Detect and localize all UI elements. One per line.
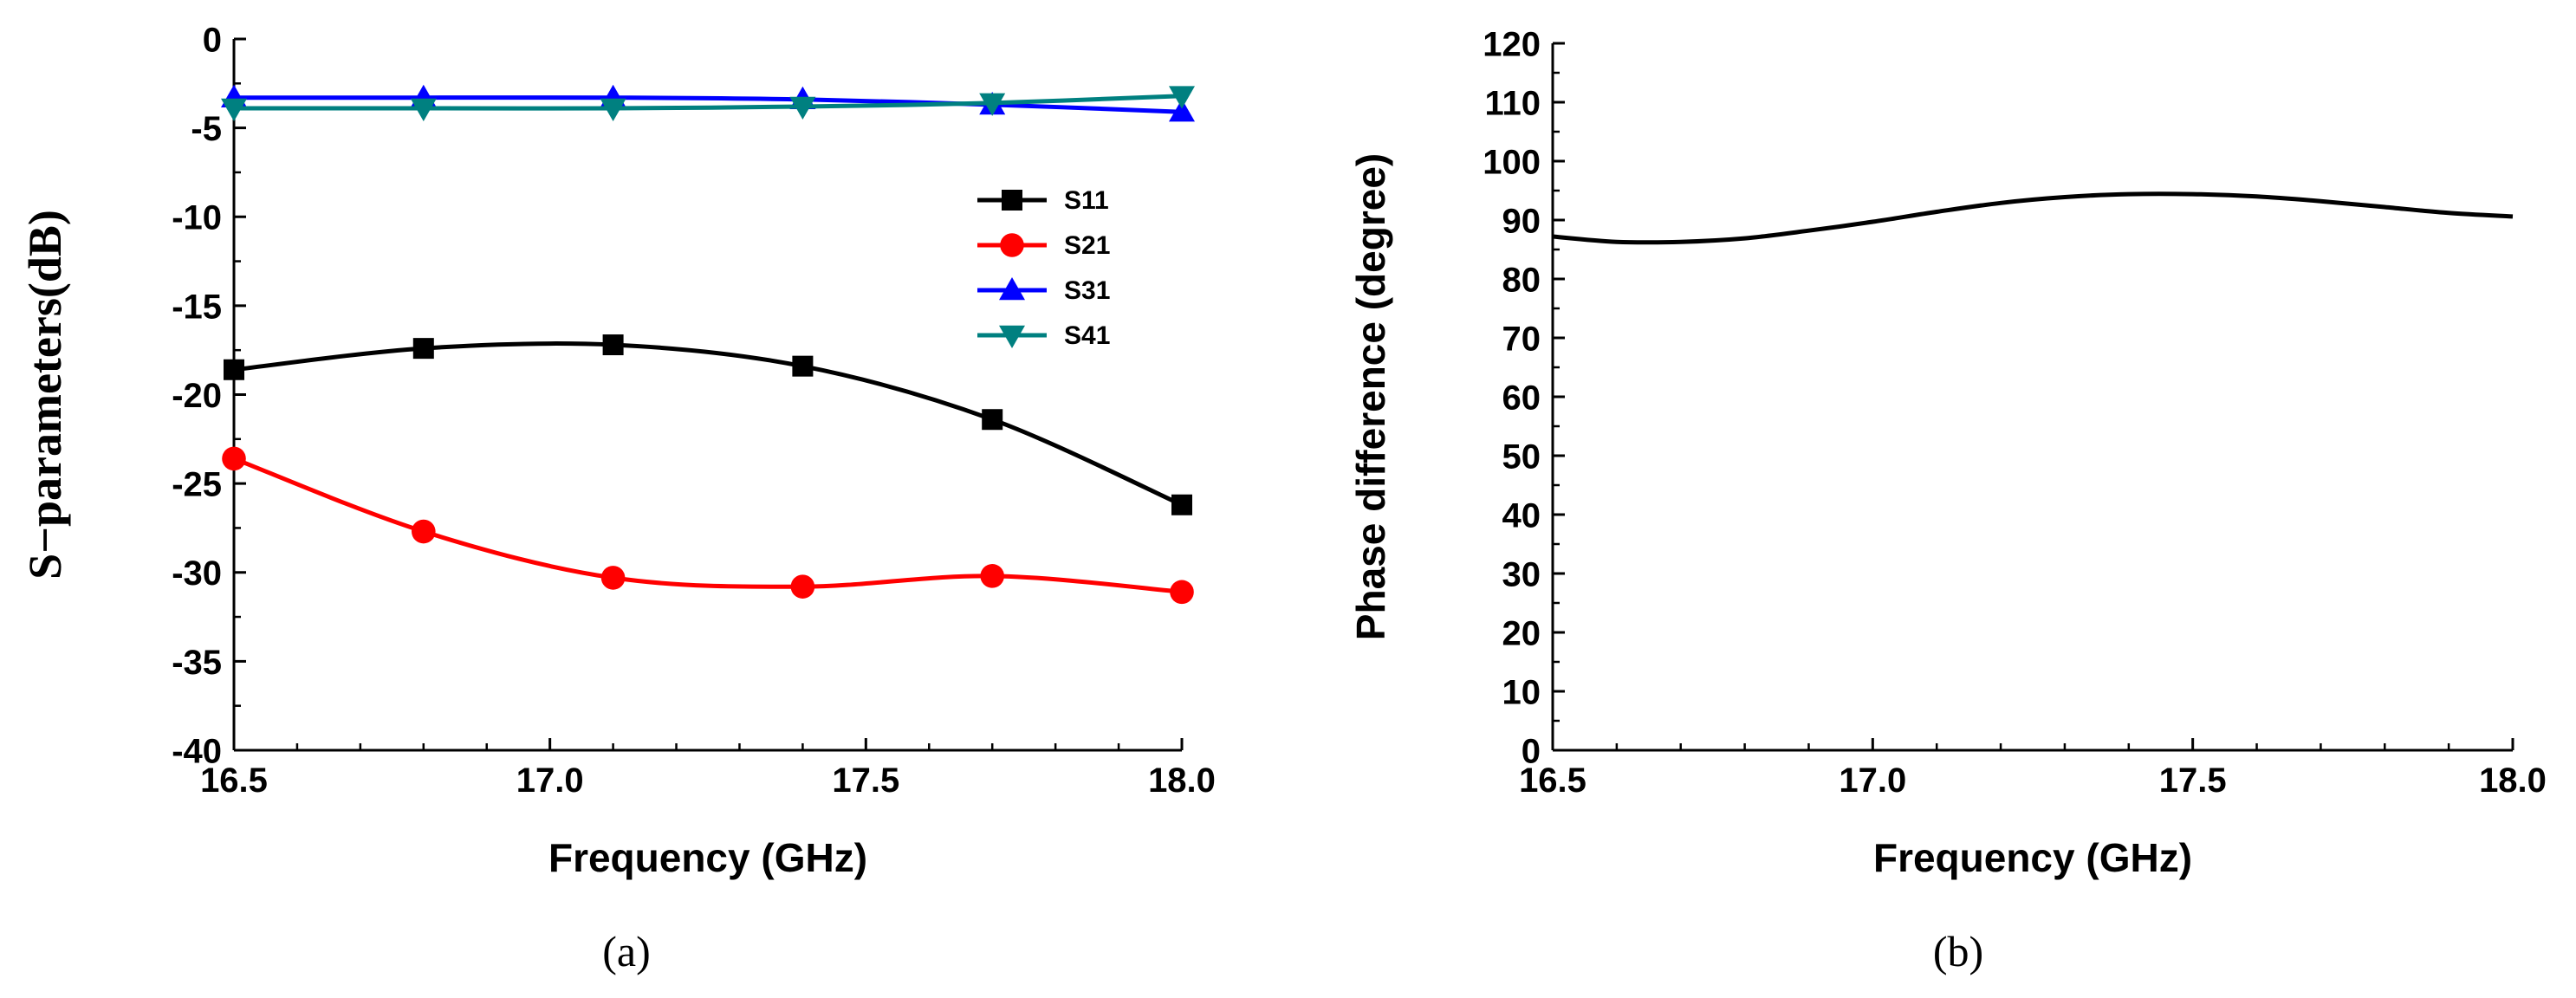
y-axis-title: S−parameters(dB)	[19, 210, 71, 580]
y-tick-label: 110	[1484, 84, 1541, 122]
legend-marker-triangle-up	[999, 277, 1025, 301]
series-s41	[221, 86, 1195, 122]
data-point-triangle-down	[410, 98, 437, 122]
legend-label: S21	[1064, 231, 1110, 260]
panel-label: (a)	[602, 927, 651, 975]
y-tick-label: -25	[172, 466, 222, 504]
legend-label: S31	[1064, 276, 1110, 305]
y-tick-label: -5	[191, 110, 222, 148]
y-tick-label: 30	[1502, 555, 1541, 593]
x-tick-label: 18.0	[1148, 761, 1216, 800]
y-tick-label: 50	[1502, 437, 1541, 476]
x-tick-label: 16.5	[200, 761, 268, 800]
data-point-triangle-down	[600, 98, 626, 122]
y-tick-label: 60	[1502, 379, 1541, 417]
legend-marker-circle	[1000, 233, 1024, 257]
y-tick-label: 100	[1483, 143, 1541, 181]
y-tick-label: -30	[172, 554, 222, 593]
data-point-circle	[600, 566, 626, 590]
data-point-circle	[980, 564, 1004, 588]
x-axis-title: Frequency (GHz)	[1873, 835, 2192, 880]
y-tick-label: -20	[172, 377, 222, 415]
panel-label: (b)	[1933, 927, 1983, 975]
data-point-triangle-down	[789, 96, 816, 120]
data-point-square	[412, 338, 434, 360]
x-tick-label: 17.5	[2159, 761, 2227, 800]
y-tick-label: -40	[172, 732, 222, 770]
data-point-circle	[222, 446, 246, 471]
x-tick-label: 18.0	[2479, 761, 2547, 800]
y-tick-label: 10	[1502, 673, 1541, 711]
y-tick-label: 120	[1483, 25, 1541, 63]
series-phase-difference	[1552, 191, 2514, 245]
data-point-square	[602, 334, 624, 356]
y-tick-label: 90	[1502, 202, 1541, 240]
panel-b-phase-difference-chart: 0 10 20 30 40 50 60 70 80 90 100 110 120 16.5 17.0 17.5…	[1348, 25, 2547, 975]
y-tick-label: -10	[172, 199, 222, 237]
y-tick-label: 0	[203, 21, 222, 59]
x-tick-label: 17.0	[1839, 761, 1906, 800]
x-tick-label: 17.0	[516, 761, 584, 800]
data-point-triangle-down	[1169, 86, 1195, 109]
series-line	[1552, 191, 2514, 245]
y-tick-label: 70	[1502, 320, 1541, 358]
y-tick-label: 40	[1502, 496, 1541, 535]
x-tick-label: 17.5	[832, 761, 899, 800]
data-point-square	[224, 359, 244, 380]
data-point-triangle-down	[979, 93, 1006, 116]
data-point-square	[792, 355, 814, 377]
y-axis-title: Phase difference (degree)	[1348, 153, 1393, 640]
series-s11	[224, 334, 1192, 515]
data-point-triangle-down	[221, 98, 247, 122]
legend-marker-triangle-down	[999, 325, 1025, 348]
legend-marker-square	[1002, 190, 1022, 211]
data-point-square	[982, 409, 1003, 431]
series-line	[233, 94, 1183, 111]
series-line	[233, 457, 1183, 594]
legend-label: S11	[1064, 186, 1109, 215]
series-line	[233, 340, 1184, 508]
series-line	[234, 95, 1183, 114]
x-axis-title: Frequency (GHz)	[548, 835, 867, 880]
legend: S11 S21 S31 S41	[977, 186, 1110, 350]
y-tick-label: 20	[1502, 614, 1541, 652]
data-point-triangle-up	[1169, 99, 1195, 122]
y-tick-label: -35	[172, 644, 222, 682]
data-point-circle	[790, 574, 815, 599]
data-point-circle	[1170, 580, 1194, 605]
y-tick-label: 80	[1502, 261, 1541, 299]
data-point-circle	[412, 519, 436, 544]
data-point-square	[1171, 494, 1192, 515]
x-tick-label: 16.5	[1519, 761, 1586, 800]
series-s21	[222, 446, 1194, 605]
legend-label: S41	[1064, 321, 1110, 350]
y-tick-label: -15	[172, 288, 222, 326]
y-tick-label: 0	[1522, 732, 1541, 770]
